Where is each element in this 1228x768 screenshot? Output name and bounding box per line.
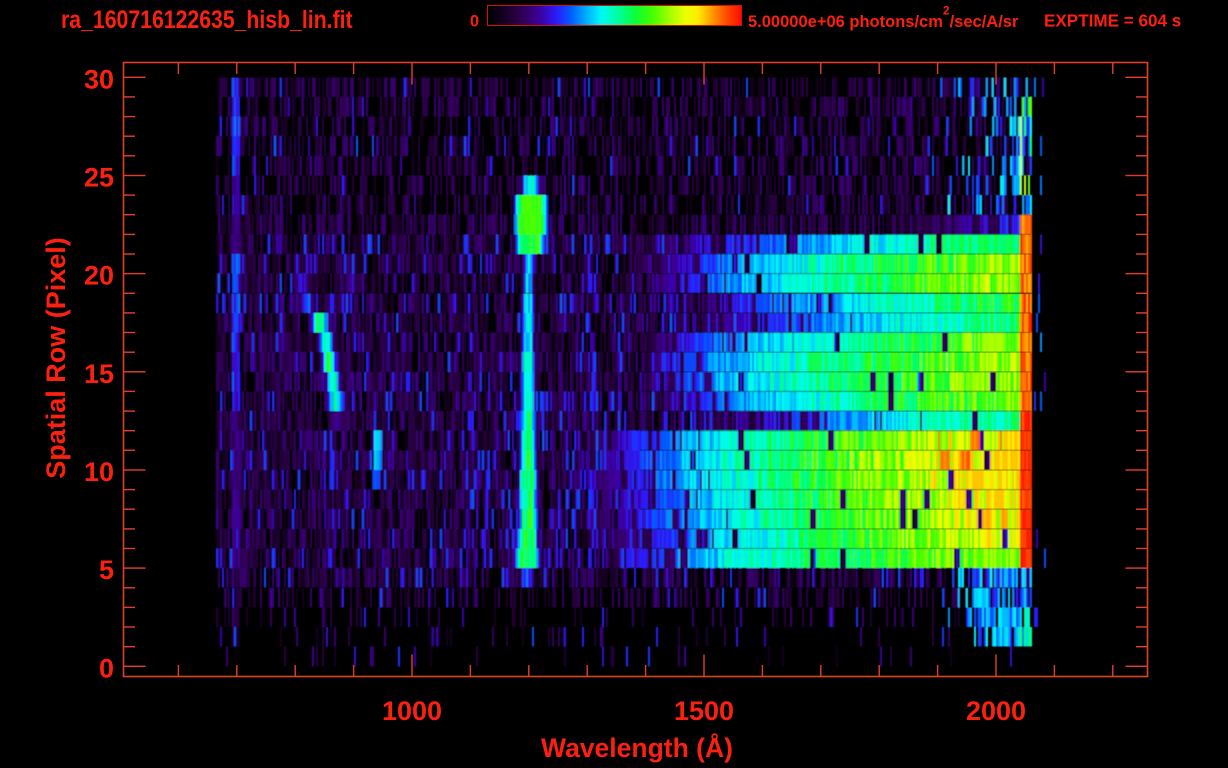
svg-text:15: 15 bbox=[84, 359, 114, 389]
svg-text:EXPTIME = 604 s: EXPTIME = 604 s bbox=[1044, 10, 1182, 31]
svg-text:5: 5 bbox=[99, 555, 114, 585]
svg-text:20: 20 bbox=[84, 261, 114, 291]
svg-text:0: 0 bbox=[470, 13, 479, 31]
svg-text:1500: 1500 bbox=[674, 696, 734, 726]
svg-text:2000: 2000 bbox=[966, 696, 1026, 726]
svg-text:1000: 1000 bbox=[382, 696, 442, 726]
svg-text:30: 30 bbox=[84, 64, 114, 94]
svg-text:ra_160716122635_hisb_lin.fit: ra_160716122635_hisb_lin.fit bbox=[61, 5, 353, 33]
svg-text:25: 25 bbox=[84, 163, 114, 193]
svg-text:Wavelength (Å): Wavelength (Å) bbox=[541, 733, 733, 763]
svg-text:Spatial Row (Pixel): Spatial Row (Pixel) bbox=[41, 237, 71, 479]
svg-text:0: 0 bbox=[99, 653, 114, 683]
svg-text:10: 10 bbox=[84, 457, 114, 487]
